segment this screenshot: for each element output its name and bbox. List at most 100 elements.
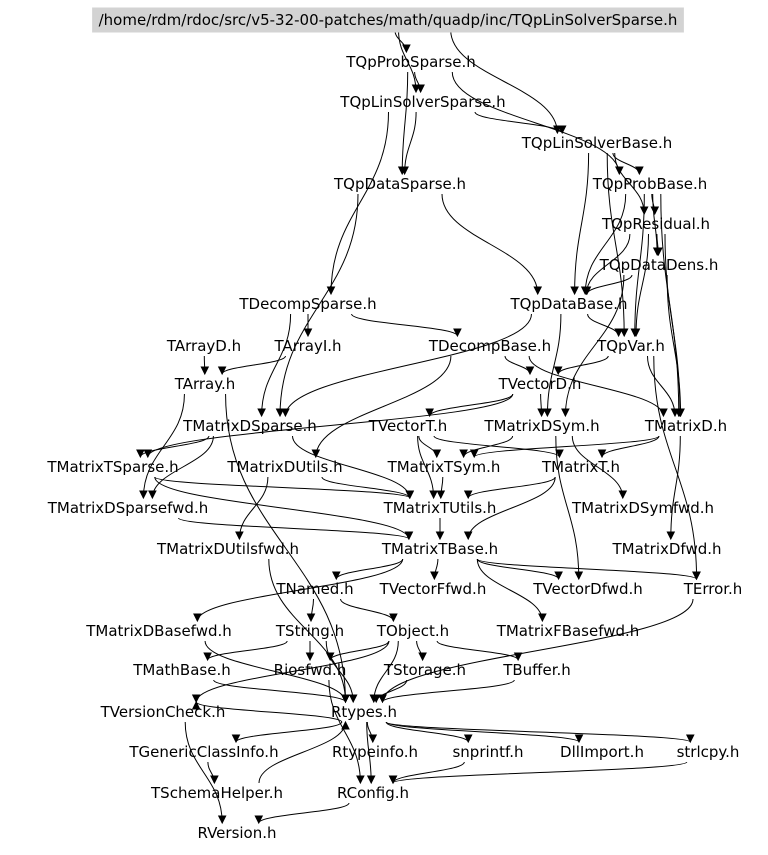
graph-node[interactable]: TMatrixDSparse.h xyxy=(182,417,317,435)
dependency-edge xyxy=(328,679,361,784)
dependency-edge xyxy=(528,355,664,417)
graph-node[interactable]: TMatrixFBasefwd.h xyxy=(496,622,640,640)
graph-node[interactable]: DllImport.h xyxy=(560,743,644,761)
arrowhead xyxy=(685,734,695,744)
dependency-edge xyxy=(546,313,562,417)
dependency-edge xyxy=(292,435,411,499)
graph-node[interactable]: TMatrixTUtils.h xyxy=(383,499,497,517)
graph-node[interactable]: TQpDataSparse.h xyxy=(333,175,466,193)
node-label: TQpVar.h xyxy=(596,337,665,355)
dependency-edge xyxy=(204,640,346,703)
graph-node[interactable]: TVectorDfwd.h xyxy=(532,580,643,598)
graph-node[interactable]: TMatrixDSparsefwd.h xyxy=(47,499,208,517)
node-label: TArrayI.h xyxy=(273,337,341,355)
graph-node[interactable]: snprintf.h xyxy=(452,743,523,761)
graph-node[interactable]: TQpLinSolverSparse.h xyxy=(339,93,505,111)
arrowhead xyxy=(557,125,567,135)
node-label: TQpResidual.h xyxy=(601,215,710,233)
graph-node[interactable]: TMatrixDUtilsfwd.h xyxy=(156,540,299,558)
graph-node[interactable]: TMatrixDfwd.h xyxy=(611,540,721,558)
graph-node[interactable]: TMatrixDSym.h xyxy=(483,417,599,435)
arrowhead xyxy=(254,815,264,825)
arrowhead xyxy=(341,694,350,704)
arrowhead xyxy=(306,613,316,623)
node-label: TGenericClassInfo.h xyxy=(128,743,278,761)
graph-node[interactable]: TQpVar.h xyxy=(596,337,665,355)
arrowhead xyxy=(574,734,584,744)
dependency-edge xyxy=(284,313,532,417)
arrowhead xyxy=(463,490,473,500)
arrowhead xyxy=(570,286,579,296)
graph-node[interactable]: TQpProbBase.h xyxy=(592,175,708,193)
graph-node[interactable]: TArray.h xyxy=(174,375,236,393)
arrowhead xyxy=(533,286,543,296)
dependency-edge xyxy=(154,476,410,540)
graph-node[interactable]: TMatrixDSymfwd.h xyxy=(571,499,714,517)
graph-node[interactable]: TQpLinSolverBase.h xyxy=(521,134,672,152)
dependency-edge xyxy=(606,152,625,337)
graph-node[interactable]: Riosfwd.h xyxy=(274,661,347,679)
graph-node[interactable]: Rtypeinfo.h xyxy=(332,743,418,761)
graph-node[interactable]: strlcpy.h xyxy=(677,743,740,761)
dependency-edge xyxy=(557,355,609,375)
graph-node[interactable]: TError.h xyxy=(683,580,743,598)
graph-node[interactable]: TMatrixTBase.h xyxy=(381,540,498,558)
arrowhead xyxy=(217,366,227,376)
graph-node[interactable]: TVectorD.h xyxy=(498,375,582,393)
dependency-edge xyxy=(647,355,676,417)
graph-node[interactable]: TQpResidual.h xyxy=(601,215,710,233)
graph-node[interactable]: TNamed.h xyxy=(275,580,353,598)
graph-node[interactable]: TMatrixDUtils.h xyxy=(226,458,342,476)
graph-node[interactable]: TVersionCheck.h xyxy=(100,703,226,721)
graph-node[interactable]: TSchemaHelper.h xyxy=(150,784,283,802)
graph-node[interactable]: TMatrixDBasefwd.h xyxy=(85,622,232,640)
graph-node[interactable]: TGenericClassInfo.h xyxy=(128,743,278,761)
graph-node[interactable]: TArrayD.h xyxy=(166,337,241,355)
graph-node[interactable]: TMathBase.h xyxy=(132,661,231,679)
root-node[interactable]: /home/rdm/rdoc/src/v5-32-00-patches/math… xyxy=(92,7,684,33)
arrowhead xyxy=(210,775,219,785)
graph-node[interactable]: RVersion.h xyxy=(197,824,276,842)
arrowhead xyxy=(555,449,564,459)
dependency-edge xyxy=(614,152,645,215)
dependency-edge xyxy=(392,761,688,784)
dependency-edge xyxy=(142,393,185,499)
arrowhead xyxy=(543,408,552,418)
graph-node[interactable]: TArrayI.h xyxy=(273,337,341,355)
dependency-edge xyxy=(585,233,631,295)
arrowhead xyxy=(692,571,701,581)
arrowhead xyxy=(275,408,285,418)
graph-node[interactable]: RConfig.h xyxy=(337,784,409,802)
graph-node[interactable]: TBuffer.h xyxy=(502,661,571,679)
node-label: TMatrixDUtils.h xyxy=(226,458,342,476)
graph-node[interactable]: TObject.h xyxy=(376,622,449,640)
node-label: TSchemaHelper.h xyxy=(150,784,283,802)
graph-node[interactable]: TQpDataBase.h xyxy=(509,295,627,313)
graph-node[interactable]: TMatrixTSparse.h xyxy=(46,458,178,476)
arrowhead xyxy=(405,490,415,500)
graph-node[interactable]: TVectorFfwd.h xyxy=(379,580,487,598)
graph-node[interactable]: TDecompBase.h xyxy=(428,337,551,355)
dependency-edge xyxy=(268,558,346,703)
dependency-edge xyxy=(429,393,514,417)
graph-node[interactable]: TMatrixD.h xyxy=(644,417,727,435)
graph-node[interactable]: Rtypes.h xyxy=(331,703,397,721)
arrowhead xyxy=(191,694,201,704)
graph-node[interactable]: TQpDataDens.h xyxy=(599,256,719,274)
arrowhead xyxy=(553,366,563,376)
arrowhead xyxy=(389,613,398,623)
dependency-edge xyxy=(504,355,531,375)
graph-node[interactable]: TVectorT.h xyxy=(368,417,448,435)
graph-node[interactable]: TMatrixT.h xyxy=(541,458,620,476)
graph-node[interactable]: TString.h xyxy=(275,622,344,640)
arrowhead xyxy=(203,652,212,662)
node-label: TMatrixDSymfwd.h xyxy=(571,499,714,517)
graph-node[interactable]: TQpProbSparse.h xyxy=(345,53,476,71)
graph-edges xyxy=(136,29,701,825)
graph-node[interactable]: TStorage.h xyxy=(383,661,466,679)
graph-node[interactable]: TMatrixTSym.h xyxy=(387,458,501,476)
arrowhead xyxy=(459,449,468,459)
dependency-edge xyxy=(207,640,288,661)
graph-node[interactable]: TDecompSparse.h xyxy=(238,295,376,313)
node-label: TMatrixDBasefwd.h xyxy=(85,622,232,640)
